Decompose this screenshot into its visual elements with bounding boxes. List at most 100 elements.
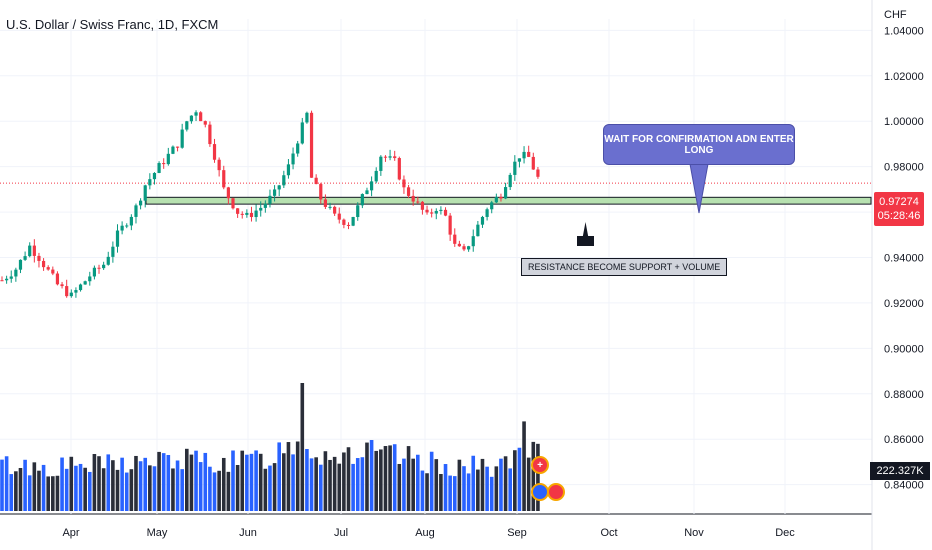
candle-body <box>120 225 124 231</box>
volume-bar <box>161 453 166 511</box>
volume-bar <box>337 463 342 511</box>
volume-bar <box>27 475 32 511</box>
candle-body <box>106 256 110 265</box>
candle-body <box>14 269 18 277</box>
candle-body <box>383 156 388 158</box>
candle-body <box>430 212 434 214</box>
volume-bar <box>420 470 425 511</box>
candle-body <box>462 246 466 250</box>
volume-bar <box>536 443 540 511</box>
candle-body <box>323 199 327 207</box>
candle-body <box>351 217 355 226</box>
candle-body <box>360 194 364 206</box>
candle-body <box>296 143 300 154</box>
candle-body <box>231 198 235 209</box>
candle-body <box>374 170 378 182</box>
candle-body <box>88 276 92 282</box>
callout-box[interactable]: WAIT FOR CONFIRMATION ADN ENTER LONG <box>603 124 795 165</box>
candle-body <box>388 156 392 158</box>
candle-body <box>185 121 189 130</box>
candle-body <box>439 209 443 211</box>
price-tick-label: 0.86000 <box>884 434 924 446</box>
volume-bar <box>180 469 184 511</box>
volume-bar <box>379 449 383 511</box>
price-tick-label: 0.94000 <box>884 253 924 265</box>
candle-body <box>65 286 69 297</box>
volume-bar <box>383 446 388 511</box>
volume-bar <box>351 463 355 511</box>
candle-body <box>309 112 314 178</box>
candle-body <box>272 189 277 196</box>
volume-bar <box>46 476 50 511</box>
volume-bar <box>365 442 369 511</box>
volume-bar <box>4 456 9 511</box>
candle-body <box>212 144 217 160</box>
price-tick-label: 1.04000 <box>884 25 924 37</box>
chart-title: U.S. Dollar / Swiss Franc, 1D, FXCM <box>6 17 219 32</box>
candle-body <box>328 206 332 208</box>
candle-body <box>499 196 503 199</box>
time-tick-label: Jun <box>239 527 257 539</box>
volume-bar <box>134 455 138 511</box>
volume-bar <box>60 457 64 511</box>
time-tick-label: May <box>147 527 168 539</box>
candle-body <box>453 234 457 244</box>
volume-bar <box>291 454 295 511</box>
volume-bar <box>305 449 309 511</box>
callout-pointer <box>689 163 709 214</box>
volume-bar <box>32 462 37 511</box>
volume-bar <box>0 459 4 511</box>
candle-body <box>28 245 32 257</box>
last-price-tag: 0.97274 05:28:46 <box>874 192 924 226</box>
ch-flag-icon[interactable] <box>547 483 565 501</box>
candle-body <box>129 216 133 226</box>
candle-body <box>333 206 337 214</box>
volume-bar <box>171 468 175 511</box>
candle-body <box>55 273 60 285</box>
candle-body <box>434 210 438 214</box>
time-tick-label: Apr <box>62 527 79 539</box>
volume-bar <box>443 464 448 511</box>
volume-bar <box>138 461 143 511</box>
support-note[interactable]: RESISTANCE BECOME SUPPORT + VOLUME <box>521 258 728 276</box>
support-zone <box>145 196 872 205</box>
volume-bar <box>69 456 74 511</box>
candle-body <box>171 146 175 154</box>
candle-body <box>249 212 254 218</box>
volume-bar <box>258 453 263 511</box>
volume-bar <box>508 468 512 511</box>
volume-bar <box>397 463 402 511</box>
volume-bar <box>152 466 157 511</box>
candle-body <box>92 267 96 277</box>
volume-value-tag: 222.327K <box>870 462 930 480</box>
candle-body <box>370 181 374 191</box>
candle-body <box>522 151 526 159</box>
callout-text: WAIT FOR CONFIRMATION ADN ENTER LONG <box>604 133 794 156</box>
candle-body <box>268 195 272 204</box>
candle-body <box>226 187 230 199</box>
candle-body <box>282 175 286 186</box>
price-tick-label: 0.92000 <box>884 298 924 310</box>
volume-bar <box>457 459 462 511</box>
candle-body <box>166 153 170 165</box>
candle-body <box>175 146 180 148</box>
volume-bar <box>485 466 489 511</box>
plus-icon[interactable]: + <box>531 456 549 474</box>
volume-bar <box>448 475 452 511</box>
volume-bar <box>282 453 286 511</box>
candle-body <box>125 225 129 227</box>
volume-bar <box>272 463 277 511</box>
volume-bar <box>402 458 406 511</box>
candle-body <box>143 185 147 201</box>
candle-body <box>305 112 309 123</box>
volume-bar <box>198 462 203 511</box>
volume-bar <box>369 440 374 511</box>
candle-body <box>508 174 512 188</box>
volume-bar <box>18 467 23 511</box>
volume-bar <box>166 455 171 511</box>
volume-bar <box>499 458 503 511</box>
candle-body <box>448 215 452 235</box>
volume-bar <box>374 450 379 511</box>
